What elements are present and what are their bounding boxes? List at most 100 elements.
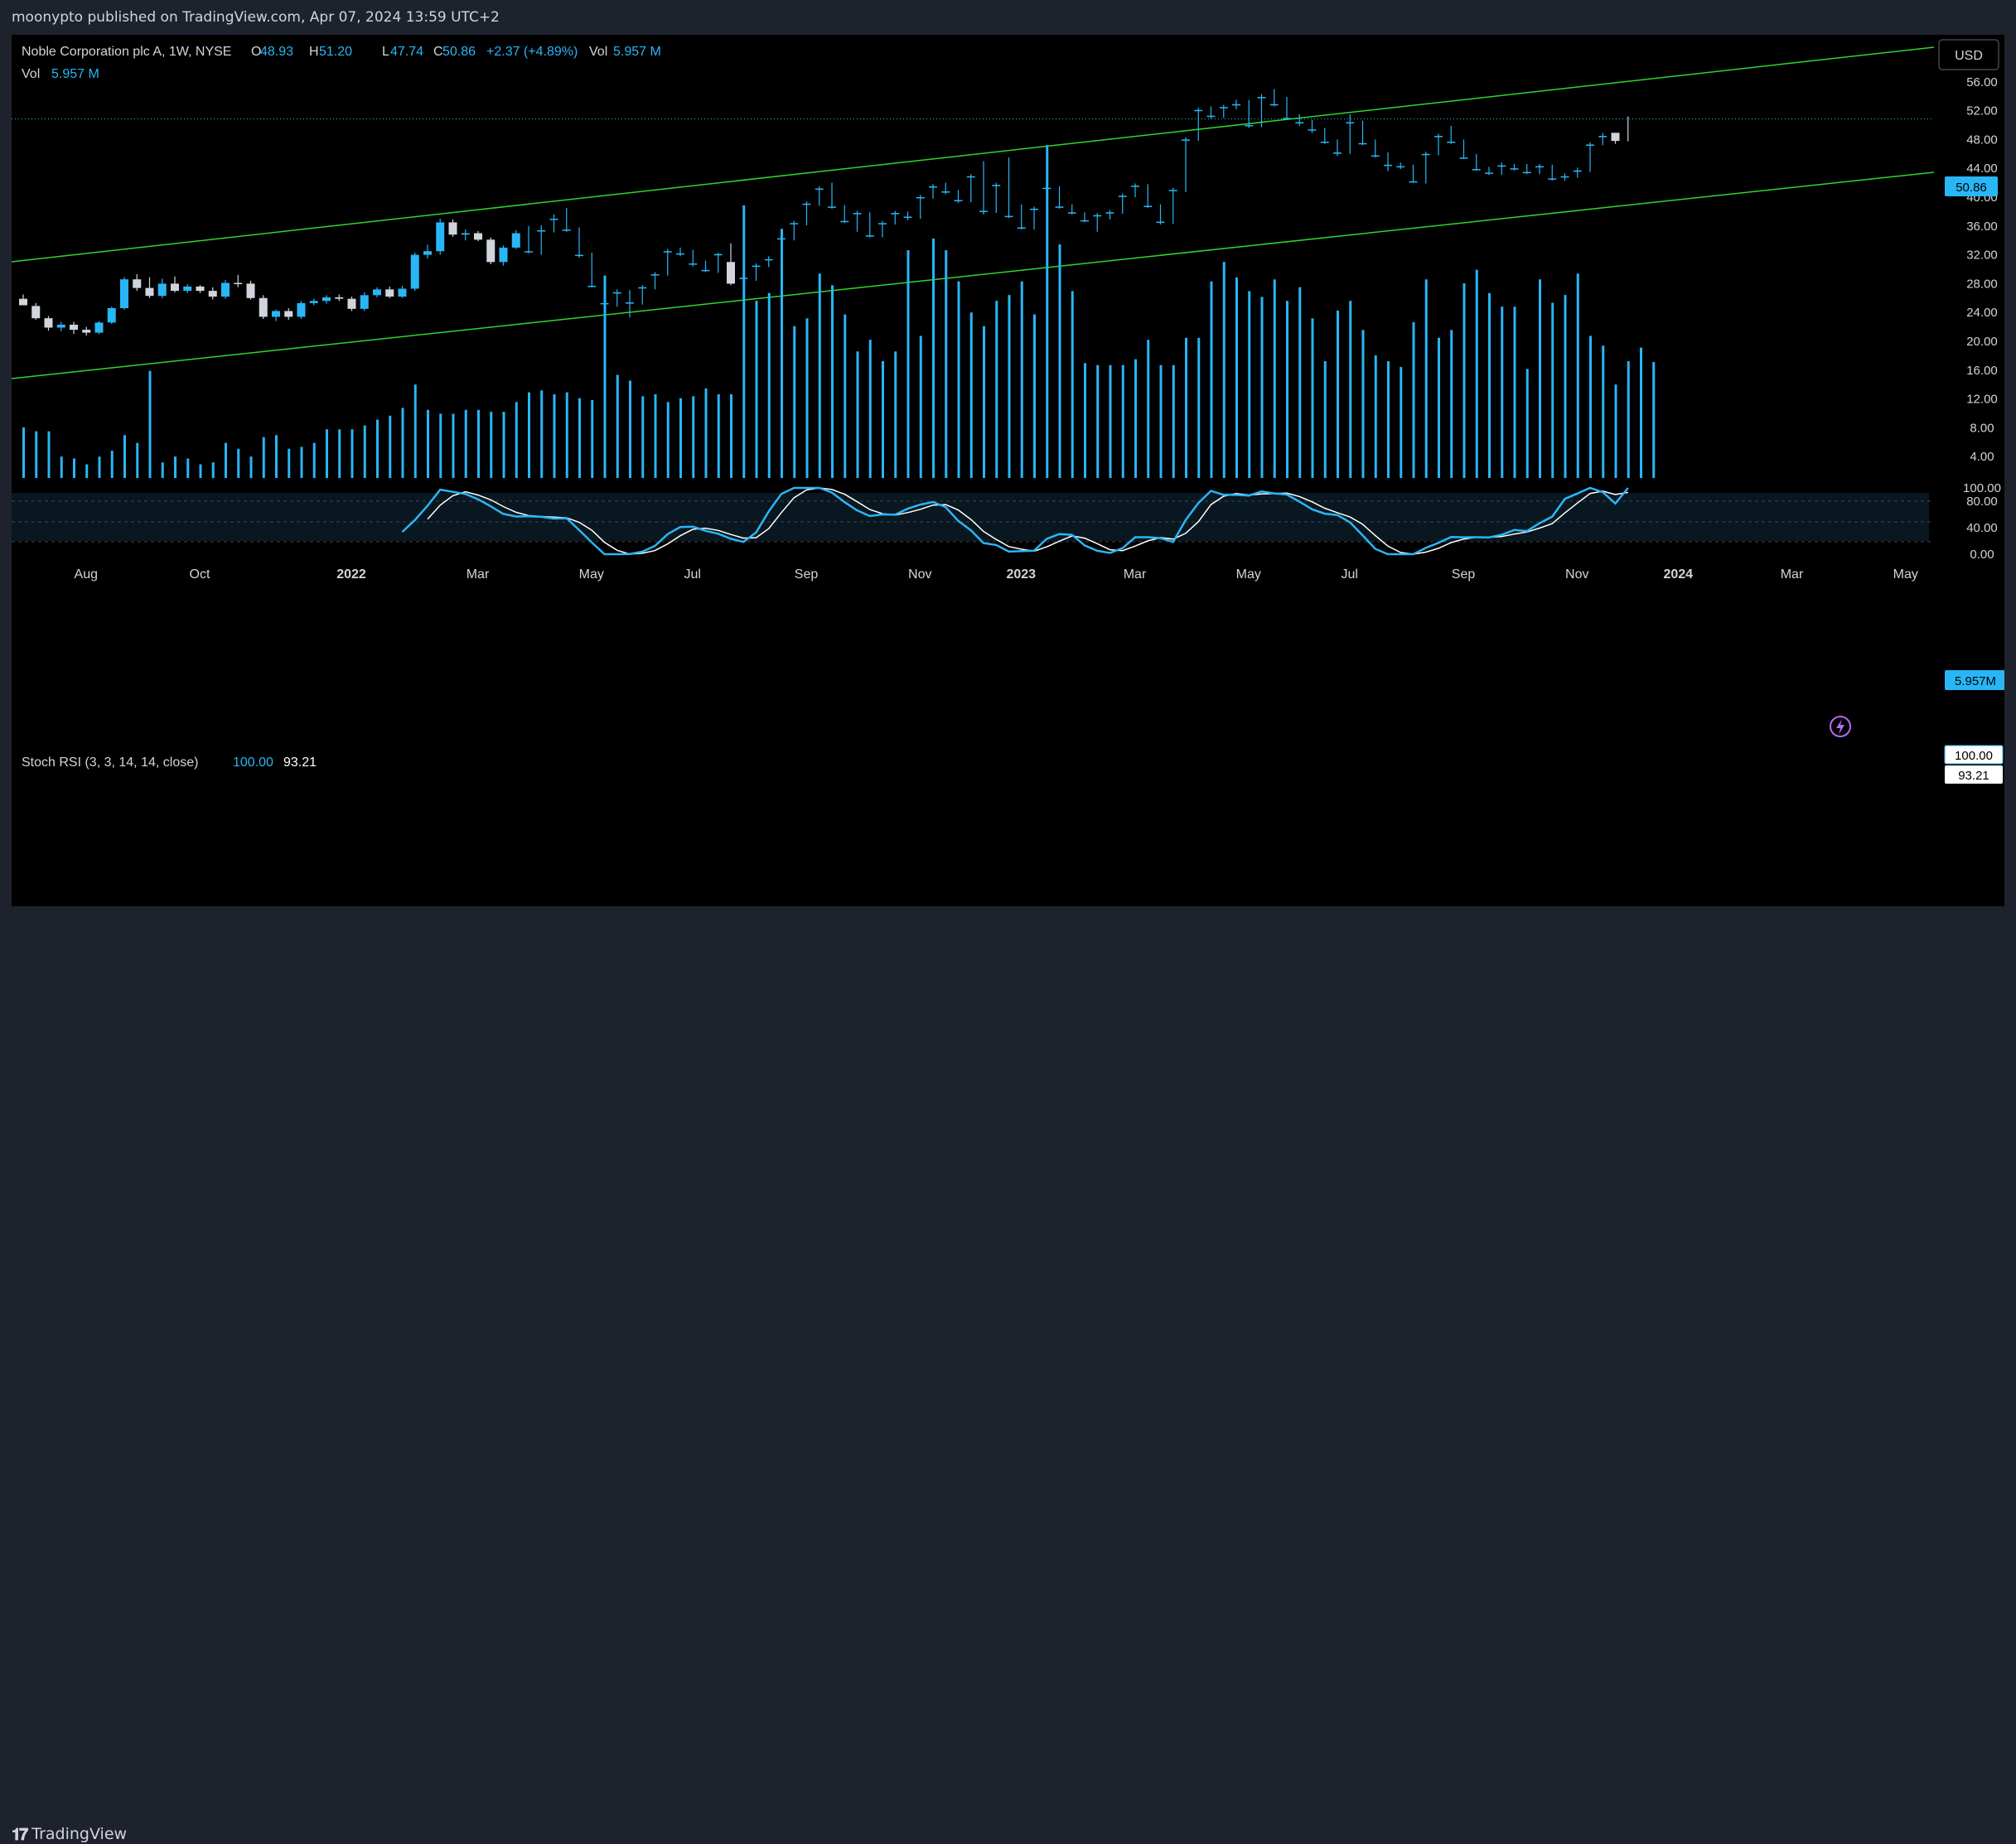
candle-body xyxy=(1004,215,1013,218)
candle-body xyxy=(764,258,773,261)
volume-bar xyxy=(1096,364,1100,478)
volume-bar xyxy=(755,301,758,478)
candle-body xyxy=(537,230,546,232)
flash-icon[interactable] xyxy=(1830,716,1851,737)
candle-body xyxy=(903,216,912,218)
time-tick-label: Mar xyxy=(1124,567,1147,582)
volume-bar xyxy=(591,400,594,478)
volume-bar xyxy=(1640,347,1642,478)
volume-bar xyxy=(629,380,631,478)
price-tick-label: 44.00 xyxy=(1966,162,1998,176)
candle-body xyxy=(1219,107,1228,109)
volume-bar xyxy=(1602,345,1605,478)
price-tick-label: 4.00 xyxy=(1970,450,1994,464)
candle-body xyxy=(360,295,369,309)
candle-body xyxy=(575,254,583,257)
time-tick-label: Oct xyxy=(190,567,210,582)
volume-bar xyxy=(1462,283,1466,478)
candle-body xyxy=(133,279,142,288)
time-tick-label: May xyxy=(1893,567,1918,582)
volume-bar xyxy=(856,351,859,478)
candle-body xyxy=(1269,104,1279,106)
time-tick-label: Sep xyxy=(795,567,819,582)
candle-body xyxy=(1320,142,1329,143)
tradingview-logo[interactable]: 𝟏𝟕 TradingView xyxy=(12,1824,127,1844)
legend-ohlc: O 48.93 H 51.20 L 47.74 C 50.86 +2.37 (+… xyxy=(251,45,661,59)
candle-body xyxy=(966,176,975,178)
candle-body xyxy=(436,222,445,252)
volume-bar xyxy=(831,285,834,478)
volume-bar xyxy=(1387,361,1390,478)
candle-body xyxy=(1042,187,1052,190)
volume-bar xyxy=(1248,291,1251,478)
volume-badge: 5.957M xyxy=(1945,670,2004,690)
price-tick-label: 52.00 xyxy=(1966,104,1998,118)
legend-vol2-label: Vol xyxy=(22,67,40,81)
volume-bar xyxy=(1235,277,1238,478)
candle-body xyxy=(739,278,748,279)
legend-h-value: 51.20 xyxy=(319,45,352,59)
stoch-d-badge-text: 93.21 xyxy=(1958,769,1989,783)
publish-header: moonypto published on TradingView.com, A… xyxy=(0,0,2016,35)
currency-label[interactable]: USD xyxy=(1955,49,1983,63)
volume-bar xyxy=(1109,364,1112,478)
volume-bar xyxy=(945,250,948,478)
time-tick-label: Nov xyxy=(1565,567,1588,582)
volume-bar xyxy=(818,273,821,478)
stoch-tick-label: 0.00 xyxy=(1970,548,1994,562)
volume-bar xyxy=(211,462,215,478)
candle-body xyxy=(1194,109,1203,112)
candle-body xyxy=(385,289,394,297)
candle-body xyxy=(1131,186,1139,187)
candle-body xyxy=(954,200,963,201)
volume-bar xyxy=(1033,314,1036,478)
chart-svg[interactable]: 60.0056.0052.0048.0044.0040.0036.0032.00… xyxy=(12,35,2004,906)
candle-body xyxy=(284,311,293,317)
volume-bar xyxy=(666,402,670,478)
candle-body xyxy=(297,302,306,317)
volume-bar xyxy=(401,408,404,478)
volume-bar xyxy=(1564,295,1567,478)
candle-body xyxy=(94,322,104,333)
volume-bar xyxy=(22,427,25,478)
candle-body xyxy=(853,213,862,215)
candle-body xyxy=(1371,155,1380,157)
time-axis: Aug Oct 2022 Mar May Jul Sep Nov 2023 Mar May Jul Se… xyxy=(75,567,1918,582)
footer-bar: 𝟏𝟕 TradingView xyxy=(0,906,2016,1844)
candle-body xyxy=(941,191,950,193)
candle-body xyxy=(840,220,849,223)
volume-bar xyxy=(110,451,114,478)
candle-body xyxy=(828,206,836,208)
candle-body xyxy=(979,210,988,213)
candle-body xyxy=(650,274,660,276)
candle-body xyxy=(1459,157,1468,159)
volume-bar xyxy=(793,326,796,478)
candle-body xyxy=(423,251,432,255)
volume-bar xyxy=(1551,302,1554,478)
candle-body xyxy=(259,297,268,317)
stoch-k-badge: 100.00 xyxy=(1944,745,2004,765)
volume-bar xyxy=(654,393,657,478)
legend-title: Noble Corporation plc A, 1W, NYSE xyxy=(22,45,231,59)
candle-body xyxy=(272,311,280,317)
volume-bar xyxy=(98,456,101,478)
legend-l-label: L xyxy=(382,45,389,59)
stoch-tick-label: 100.00 xyxy=(1963,481,2001,495)
candle-body xyxy=(1396,166,1405,168)
candle-body xyxy=(1093,215,1102,217)
candle-body xyxy=(196,286,205,292)
volume-bar xyxy=(1525,369,1529,478)
stoch-band xyxy=(12,493,1929,541)
candle-body xyxy=(878,223,887,224)
currency-button[interactable]: USD xyxy=(1938,39,1999,70)
volume-bar xyxy=(969,312,973,478)
price-tick-label: 36.00 xyxy=(1966,220,1998,234)
stoch-d-badge: 93.21 xyxy=(1945,765,2003,784)
volume-bar xyxy=(995,301,998,478)
volume-bar xyxy=(906,250,910,478)
time-tick-label: Mar xyxy=(1781,567,1804,582)
candle-body xyxy=(701,269,710,272)
volume-bar xyxy=(1222,262,1226,478)
candle-body xyxy=(448,222,457,235)
volume-bar xyxy=(1046,145,1049,478)
